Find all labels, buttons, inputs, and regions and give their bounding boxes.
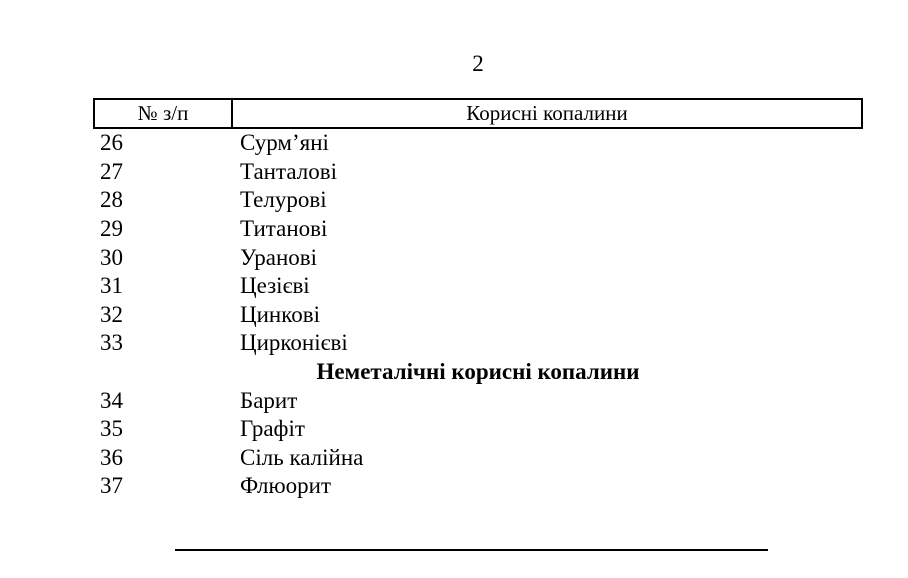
row-mineral-cell: Титанові bbox=[240, 216, 328, 242]
section-header: Неметалічні корисні копалини bbox=[316, 358, 640, 384]
row-mineral-cell: Сіль калійна bbox=[240, 444, 364, 470]
table-row: 30 Уранові bbox=[93, 243, 863, 272]
row-number-cell: 26 bbox=[100, 130, 123, 156]
table-body: 26 Сурм’яні 27 Танталові 28 Телурові 29 Титанов… bbox=[93, 129, 863, 501]
row-mineral-cell: Уранові bbox=[240, 244, 318, 270]
table-row: 29 Титанові bbox=[93, 215, 863, 244]
table-row: 28 Телурові bbox=[93, 186, 863, 215]
table-header-row: № з/п Корисні копалини bbox=[93, 98, 863, 129]
table-row: 33 Цирконієві bbox=[93, 329, 863, 358]
minerals-table: № з/п Корисні копалини 26 Сурм’яні 27 Танта… bbox=[93, 98, 863, 501]
row-number-cell: 36 bbox=[100, 444, 123, 470]
table-row: 37 Флюорит bbox=[93, 472, 863, 501]
table-row: 27 Танталові bbox=[93, 158, 863, 187]
row-number-cell: 30 bbox=[100, 244, 123, 270]
row-mineral-cell: Сурм’яні bbox=[240, 130, 329, 156]
row-number-cell: 35 bbox=[100, 416, 123, 442]
table-row: 35 Графіт bbox=[93, 415, 863, 444]
row-mineral-cell: Флюорит bbox=[240, 473, 332, 499]
table-row: 31 Цезієві bbox=[93, 272, 863, 301]
footer-separator-line bbox=[175, 549, 768, 551]
table-row: 36 Сіль калійна bbox=[93, 444, 863, 473]
row-mineral-cell: Цирконієві bbox=[240, 330, 348, 356]
row-number-cell: 27 bbox=[100, 158, 123, 184]
row-number-cell: 34 bbox=[100, 387, 123, 413]
row-mineral-cell: Телурові bbox=[240, 187, 327, 213]
row-number-cell: 33 bbox=[100, 330, 123, 356]
row-number-cell: 29 bbox=[100, 216, 123, 242]
row-mineral-cell: Цинкові bbox=[240, 301, 320, 327]
table-row: 32 Цинкові bbox=[93, 301, 863, 330]
row-mineral-cell: Танталові bbox=[240, 158, 337, 184]
row-number-cell: 32 bbox=[100, 301, 123, 327]
table-row: 34 Барит bbox=[93, 386, 863, 415]
column-header-number: № з/п bbox=[95, 100, 233, 127]
table-row: 26 Сурм’яні bbox=[93, 129, 863, 158]
row-mineral-cell: Графіт bbox=[240, 416, 305, 442]
row-mineral-cell: Цезієві bbox=[240, 273, 310, 299]
row-number-cell: 37 bbox=[100, 473, 123, 499]
page-number: 2 bbox=[472, 51, 484, 76]
column-header-minerals: Корисні копалини bbox=[466, 101, 628, 125]
row-mineral-cell: Барит bbox=[240, 387, 298, 413]
row-number-cell: 31 bbox=[100, 273, 123, 299]
row-number-cell: 28 bbox=[100, 187, 123, 213]
